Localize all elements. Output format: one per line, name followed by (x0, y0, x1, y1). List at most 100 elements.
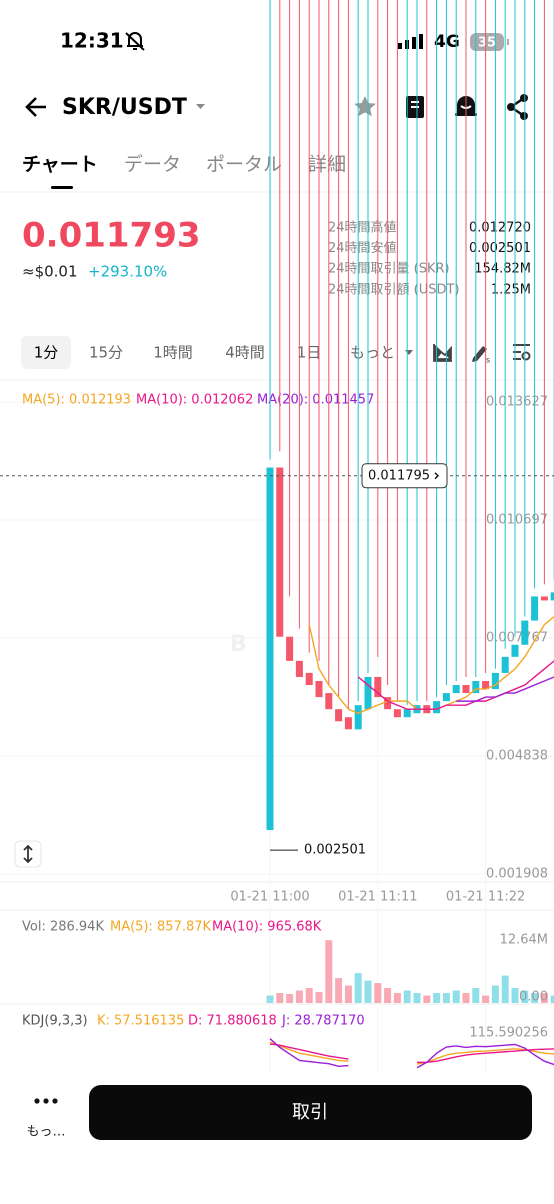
candle-body (462, 685, 470, 694)
back-button[interactable] (25, 97, 46, 117)
more-label[interactable]: もっ… (26, 1125, 65, 1140)
candle-body (501, 656, 509, 673)
candle-body (295, 660, 303, 677)
volume-bar (344, 985, 352, 1003)
volume-bar (433, 993, 441, 1003)
tab[interactable]: ポータル (206, 154, 282, 176)
kdj-legend: KDJ(9,3,3) (22, 1014, 88, 1029)
ma-legend: MA(5): 0.012193 (22, 393, 131, 408)
stat-label: 24時間高値 (328, 220, 397, 236)
volume-bar (325, 940, 333, 1003)
volume-bar (354, 973, 362, 1003)
change: +293.10% (88, 263, 167, 281)
low-label: 0.002501 (304, 843, 366, 858)
last-price-label: 0.011795 (368, 468, 430, 483)
candle-body (384, 697, 392, 710)
watermark: B (230, 632, 247, 657)
volume-bar (501, 975, 509, 1003)
candle-body (433, 701, 441, 714)
settings-icon[interactable] (513, 344, 531, 361)
stat-label: 24時間安値 (328, 240, 397, 256)
interval[interactable]: 15分 (89, 344, 123, 362)
book-icon[interactable] (406, 96, 424, 118)
interval[interactable]: 1分 (34, 344, 59, 362)
candle-body (276, 467, 284, 637)
volume-bar (550, 995, 554, 1003)
candle-body (403, 709, 411, 718)
stat-value: 1.25M (491, 282, 531, 297)
more-dots[interactable] (34, 1098, 58, 1104)
y-tick-label: 0.001908 (486, 867, 548, 882)
kdj-line (269, 1038, 554, 1069)
more-caret[interactable] (405, 350, 413, 355)
pair-caret[interactable] (196, 104, 205, 109)
candle-body (511, 644, 519, 657)
favorite[interactable] (354, 96, 376, 117)
pair[interactable]: SKR/USDT (62, 95, 187, 120)
candle-body (325, 693, 333, 710)
tab-indicator (51, 186, 73, 189)
candle-body (335, 709, 343, 722)
last-price-tag (361, 463, 448, 489)
volume-legend: Vol: 286.94K (22, 920, 104, 935)
candle-body (344, 717, 352, 730)
y-tick-label: 0.004838 (486, 748, 548, 763)
candle-body (364, 676, 372, 710)
volume-bar (423, 995, 431, 1003)
x-tick-label: 01-21 11:11 (338, 890, 417, 905)
share-icon[interactable] (507, 94, 528, 120)
stat-value: 154.82M (474, 262, 531, 277)
svg-text:s: s (486, 356, 490, 365)
volume-bar (374, 983, 382, 1003)
volume-bar (403, 990, 411, 1003)
candle-body (472, 680, 480, 694)
volume-bar (462, 993, 470, 1003)
kdj-legend: D: 71.880618 (188, 1014, 277, 1029)
chart: 0.013627 0.010697 0.007767 0.004838 0.001908… (0, 0, 554, 1069)
x-tick-label: 01-21 11:00 (230, 890, 309, 905)
candle-body (491, 672, 499, 690)
battery-tip (507, 39, 509, 45)
mute-icon (125, 32, 145, 51)
tab[interactable]: データ (124, 154, 181, 176)
kdj-legend: K: 57.516135 (97, 1014, 184, 1029)
stat-label: 24時間取引量 (SKR) (328, 262, 450, 277)
tab[interactable]: 詳細 (308, 154, 346, 176)
draw-icon[interactable]: s (472, 346, 490, 365)
tab[interactable]: チャート (22, 154, 98, 176)
interval[interactable]: 4時間 (225, 344, 265, 362)
volume-legend: MA(5): 857.87K (110, 920, 212, 935)
kdj-tick-label: 115.590256 (469, 1026, 548, 1041)
last-price: 0.011793 (22, 216, 201, 256)
candle-body (531, 596, 539, 621)
volume-bar (482, 995, 490, 1003)
ma-legend: MA(10): 0.012062 (136, 393, 253, 408)
volume-bar (540, 993, 548, 1003)
ma-legend: MA(20): 0.011457 (257, 393, 374, 408)
volume-tick-label: 12.64M (500, 933, 548, 948)
volume-bar (521, 990, 529, 1003)
trade-label[interactable]: 取引 (292, 1102, 328, 1123)
y-tick-label: 0.010697 (486, 513, 548, 528)
battery-level: 35 (478, 36, 496, 51)
volume-legend: MA(10): 965.68K (212, 920, 322, 935)
trade-button[interactable] (89, 1085, 532, 1140)
signal-icon (398, 34, 423, 49)
candle-body (393, 709, 401, 718)
interval[interactable]: 1時間 (153, 344, 193, 362)
interval-selected (21, 336, 71, 369)
y-tick-label: 0.007767 (486, 631, 548, 646)
volume-bar (452, 990, 460, 1003)
candle-body (442, 693, 450, 702)
volume-bar (413, 993, 421, 1003)
kdj-line (269, 1041, 554, 1065)
interval[interactable]: もっと (350, 344, 395, 362)
stat-label: 24時間取引額 (USDT) (328, 282, 460, 297)
volume-bar (393, 993, 401, 1003)
candle-body (286, 636, 294, 661)
status-time: 12:31 (60, 29, 124, 53)
volume-bar (295, 990, 303, 1003)
expand-button[interactable] (14, 840, 42, 868)
